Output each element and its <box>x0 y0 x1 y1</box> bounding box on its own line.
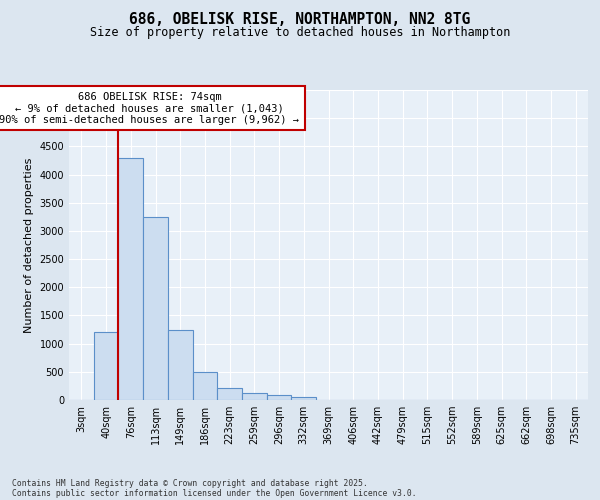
Text: 686, OBELISK RISE, NORTHAMPTON, NN2 8TG: 686, OBELISK RISE, NORTHAMPTON, NN2 8TG <box>130 12 470 28</box>
Text: 686 OBELISK RISE: 74sqm
← 9% of detached houses are smaller (1,043)
90% of semi-: 686 OBELISK RISE: 74sqm ← 9% of detached… <box>0 92 299 124</box>
Bar <box>242 392 267 400</box>
Bar <box>193 372 217 400</box>
Bar <box>118 158 143 400</box>
Bar <box>143 217 168 400</box>
Bar <box>94 332 118 400</box>
Text: Size of property relative to detached houses in Northampton: Size of property relative to detached ho… <box>90 26 510 39</box>
Y-axis label: Number of detached properties: Number of detached properties <box>24 158 34 332</box>
Text: Contains public sector information licensed under the Open Government Licence v3: Contains public sector information licen… <box>12 488 416 498</box>
Text: Contains HM Land Registry data © Crown copyright and database right 2025.: Contains HM Land Registry data © Crown c… <box>12 478 368 488</box>
Bar <box>168 330 193 400</box>
Bar <box>217 388 242 400</box>
Bar <box>267 396 292 400</box>
Bar <box>292 397 316 400</box>
